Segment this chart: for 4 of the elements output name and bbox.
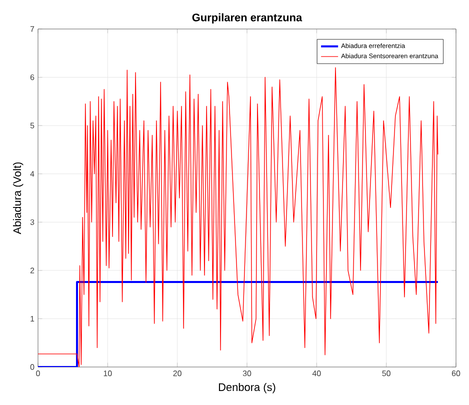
- line-series: [38, 67, 438, 367]
- x-axis-title: Denbora (s): [218, 383, 276, 394]
- y-axis-title: Abiadura (Volt): [13, 162, 24, 234]
- chart-title: Gurpilaren erantzuna: [192, 13, 302, 24]
